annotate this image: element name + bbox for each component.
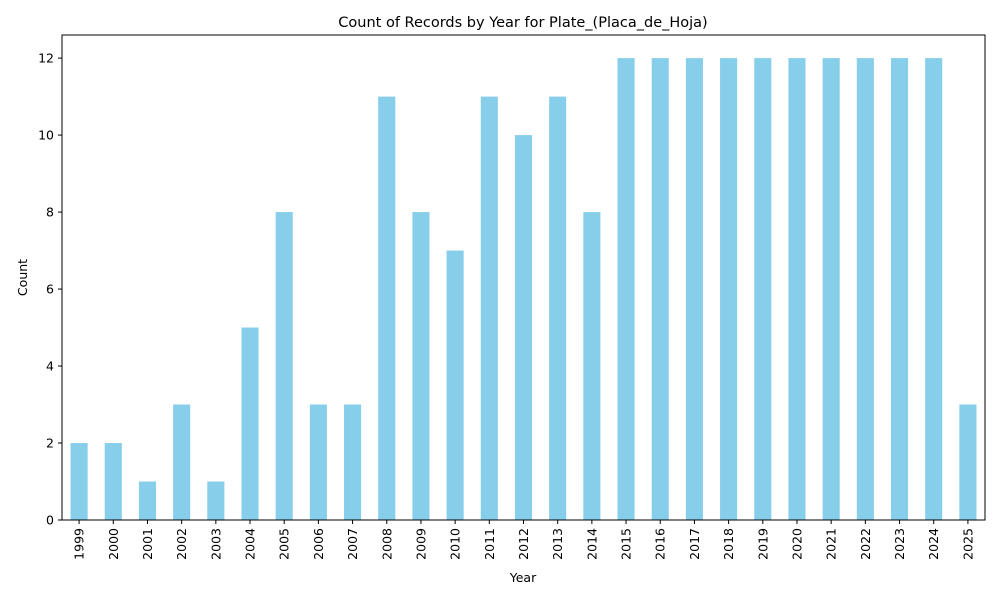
x-tick-label: 2001	[140, 528, 155, 560]
x-axis-label: Year	[509, 570, 537, 585]
x-tick-label: 2008	[379, 528, 394, 560]
bar-1999	[70, 443, 88, 520]
bar-2009	[412, 212, 430, 520]
bar-2023	[890, 58, 909, 520]
bar-2005	[275, 212, 293, 520]
bar-2008	[378, 96, 396, 520]
bar-2014	[583, 212, 601, 520]
bar-2022	[856, 58, 874, 520]
bar-2015	[617, 58, 635, 520]
bar-2024	[925, 58, 943, 520]
bar-2000	[104, 443, 122, 520]
x-tick-label: 2002	[174, 528, 189, 560]
x-tick-label: 2015	[619, 528, 634, 560]
bar-2011	[480, 96, 498, 520]
x-tick-label: 2009	[413, 528, 428, 560]
x-tick-label: 2013	[550, 528, 565, 560]
x-tick-label: 2004	[243, 528, 258, 560]
y-axis-label: Count	[15, 259, 30, 296]
chart-title: Count of Records by Year for Plate_(Plac…	[338, 15, 707, 31]
y-tick-label: 8	[46, 205, 54, 220]
x-tick-label: 2024	[926, 528, 941, 560]
x-tick-label: 2012	[516, 528, 531, 560]
x-tick-label: 2022	[858, 528, 873, 560]
x-tick-label: 2005	[277, 528, 292, 560]
x-tick-label: 2003	[208, 528, 223, 560]
bar-2007	[344, 404, 362, 520]
x-tick-label: 2019	[755, 528, 770, 560]
y-tick-label: 4	[46, 359, 54, 374]
bar-2016	[651, 58, 669, 520]
bar-2017	[685, 58, 703, 520]
bar-2004	[241, 327, 259, 520]
y-tick-label: 10	[38, 128, 54, 143]
y-tick-label: 12	[38, 51, 54, 66]
x-tick-label: 2021	[824, 528, 839, 560]
x-tick-label: 2000	[106, 528, 121, 560]
bar-2019	[754, 58, 772, 520]
bar-2010	[446, 250, 464, 520]
x-axis-ticks: 1999 2000 2001 2002 2003 2004 2005 2006 2007 2008…	[72, 520, 975, 560]
x-tick-label: 1999	[72, 528, 87, 560]
bar-2003	[207, 481, 225, 520]
y-axis-ticks: 0 2 4 6 8 10 12	[38, 51, 62, 528]
x-tick-label: 2025	[960, 528, 975, 560]
bar-2006	[309, 404, 327, 520]
x-tick-label: 2011	[482, 528, 497, 560]
bar-2012	[514, 135, 533, 520]
bar-2001	[138, 481, 157, 520]
y-tick-label: 2	[46, 436, 54, 451]
x-tick-label: 2020	[789, 528, 804, 560]
x-tick-label: 2014	[584, 528, 599, 560]
bar-2018	[720, 58, 738, 520]
y-tick-label: 6	[46, 282, 54, 297]
bar-2013	[549, 96, 567, 520]
plot-frame	[61, 34, 986, 521]
y-tick-label: 0	[46, 513, 54, 528]
x-tick-label: 2023	[892, 528, 907, 560]
x-tick-label: 2016	[653, 528, 668, 560]
x-tick-label: 2006	[311, 528, 326, 560]
bar-2002	[173, 404, 191, 520]
bar-2021	[822, 58, 840, 520]
x-tick-label: 2007	[345, 528, 360, 560]
x-tick-label: 2018	[721, 528, 736, 560]
x-tick-label: 2010	[448, 528, 463, 560]
bar-2025	[959, 404, 977, 520]
x-tick-label: 2017	[687, 528, 702, 560]
bar-2020	[788, 58, 806, 520]
bars-group	[70, 58, 977, 520]
